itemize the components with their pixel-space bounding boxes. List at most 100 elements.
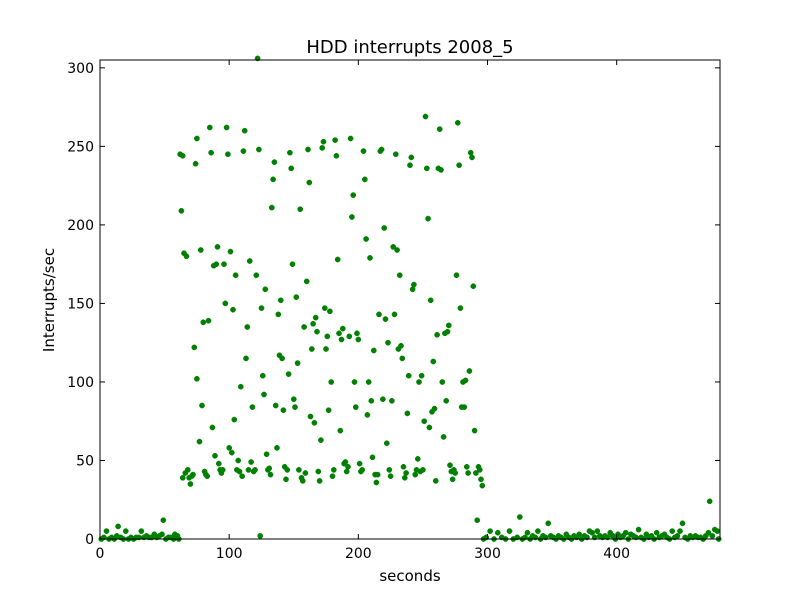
data-point bbox=[223, 124, 230, 131]
data-point bbox=[332, 137, 338, 143]
data-point bbox=[311, 419, 318, 426]
data-point bbox=[431, 405, 438, 412]
data-point bbox=[222, 300, 229, 307]
data-point bbox=[356, 460, 363, 467]
data-point bbox=[367, 255, 373, 261]
data-point bbox=[248, 459, 254, 465]
data-point bbox=[465, 470, 471, 476]
data-point bbox=[292, 404, 298, 410]
data-point bbox=[706, 498, 713, 505]
data-point bbox=[408, 154, 415, 161]
data-point bbox=[333, 152, 340, 159]
data-point bbox=[209, 424, 216, 431]
data-point bbox=[389, 397, 395, 404]
data-point bbox=[422, 113, 429, 120]
data-point bbox=[412, 471, 419, 478]
y-tick-label: 150 bbox=[67, 296, 94, 312]
data-point bbox=[403, 470, 409, 476]
data-point bbox=[674, 533, 681, 539]
data-point bbox=[383, 440, 390, 447]
data-point bbox=[447, 462, 453, 469]
x-tick-label: 300 bbox=[474, 546, 501, 562]
data-point bbox=[456, 162, 462, 169]
data-point bbox=[204, 473, 211, 480]
data-point bbox=[473, 470, 479, 476]
data-point bbox=[478, 476, 484, 483]
data-point bbox=[337, 427, 344, 434]
data-point bbox=[545, 520, 552, 527]
x-axis-label: seconds bbox=[379, 567, 440, 585]
data-point bbox=[235, 457, 242, 464]
data-point bbox=[466, 368, 473, 374]
data-point bbox=[369, 454, 376, 461]
data-point bbox=[179, 474, 186, 481]
data-point bbox=[439, 379, 446, 385]
data-point bbox=[253, 272, 260, 279]
data-point bbox=[461, 404, 468, 410]
data-point bbox=[405, 372, 412, 379]
data-point bbox=[288, 165, 295, 172]
data-point bbox=[206, 124, 213, 131]
data-point bbox=[635, 526, 642, 533]
data-point bbox=[401, 474, 408, 481]
data-point bbox=[653, 529, 660, 536]
data-point bbox=[231, 416, 238, 423]
data-point bbox=[215, 460, 222, 467]
data-point bbox=[414, 456, 421, 462]
data-point bbox=[343, 468, 350, 475]
data-point bbox=[368, 397, 375, 404]
data-point bbox=[467, 149, 474, 156]
data-point bbox=[294, 360, 301, 366]
data-point bbox=[474, 517, 481, 524]
data-point bbox=[191, 344, 198, 351]
data-point bbox=[452, 470, 459, 476]
data-point bbox=[390, 244, 397, 250]
data-point bbox=[312, 314, 319, 321]
data-point bbox=[275, 311, 282, 318]
data-point bbox=[398, 342, 404, 349]
data-point bbox=[385, 339, 391, 346]
data-point bbox=[267, 471, 274, 478]
data-point bbox=[256, 146, 262, 153]
data-point bbox=[524, 529, 531, 536]
data-point bbox=[212, 452, 218, 459]
data-point bbox=[382, 316, 389, 322]
data-point bbox=[308, 346, 315, 352]
data-point bbox=[319, 145, 326, 151]
data-point bbox=[252, 467, 258, 473]
data-point bbox=[324, 333, 331, 340]
data-point bbox=[289, 261, 296, 268]
data-point bbox=[328, 379, 335, 385]
x-tick-label: 400 bbox=[603, 546, 630, 562]
y-tick-label: 250 bbox=[67, 139, 94, 155]
data-point bbox=[115, 523, 121, 530]
data-point bbox=[449, 476, 456, 483]
data-point bbox=[316, 478, 323, 484]
data-point bbox=[301, 324, 307, 330]
data-point bbox=[399, 355, 406, 362]
data-point bbox=[138, 528, 145, 534]
data-point bbox=[208, 149, 214, 156]
data-point bbox=[240, 148, 247, 154]
data-point bbox=[244, 324, 251, 330]
data-point bbox=[589, 529, 595, 536]
data-point bbox=[314, 328, 320, 335]
data-point bbox=[392, 151, 399, 158]
data-point bbox=[159, 531, 165, 538]
data-point bbox=[423, 165, 430, 172]
data-point bbox=[669, 528, 676, 534]
data-point bbox=[327, 308, 333, 315]
data-point bbox=[440, 434, 447, 440]
data-point bbox=[199, 402, 205, 409]
data-point bbox=[363, 236, 369, 242]
data-point bbox=[359, 467, 366, 473]
data-point bbox=[469, 154, 475, 161]
plot-frame bbox=[99, 59, 721, 540]
data-point bbox=[299, 478, 306, 484]
data-point bbox=[187, 481, 194, 487]
data-point bbox=[396, 272, 403, 279]
data-point bbox=[230, 306, 236, 313]
data-point bbox=[297, 206, 304, 213]
data-point bbox=[535, 528, 541, 534]
data-point bbox=[342, 459, 349, 465]
